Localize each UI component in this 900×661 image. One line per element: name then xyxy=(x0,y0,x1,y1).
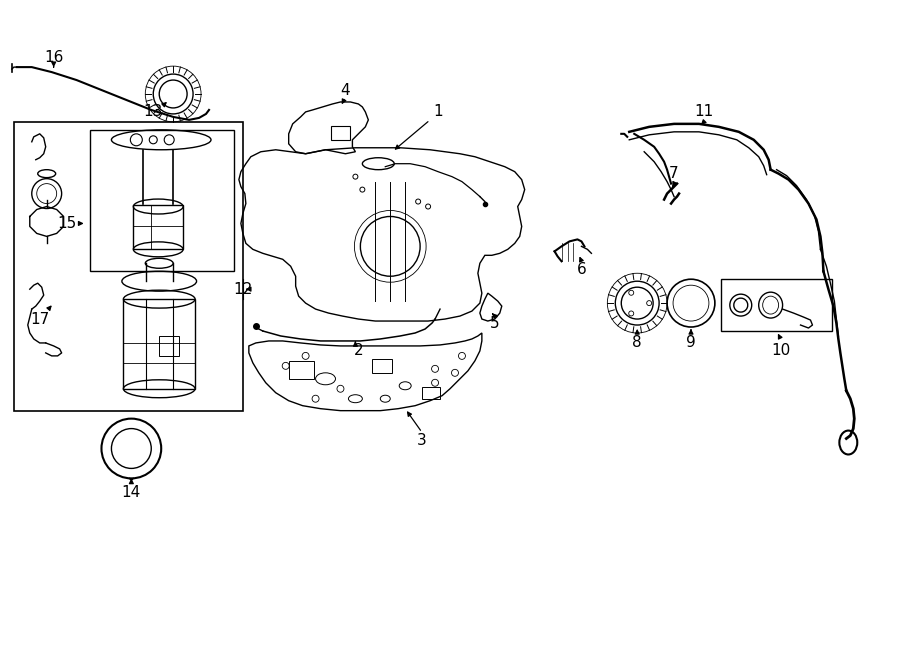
Bar xyxy=(289,361,313,379)
Text: 7: 7 xyxy=(670,166,679,181)
Text: 4: 4 xyxy=(340,83,350,98)
Text: 5: 5 xyxy=(490,315,500,330)
Text: 17: 17 xyxy=(30,311,50,327)
Bar xyxy=(89,130,234,271)
Text: 6: 6 xyxy=(577,262,586,277)
Bar xyxy=(14,122,243,410)
Text: 2: 2 xyxy=(354,344,364,358)
Text: 16: 16 xyxy=(44,50,63,65)
Bar xyxy=(123,299,195,389)
Text: 8: 8 xyxy=(633,335,642,350)
Text: 10: 10 xyxy=(771,344,790,358)
Text: 3: 3 xyxy=(418,433,427,448)
Bar xyxy=(721,279,833,331)
Bar xyxy=(133,204,183,249)
Text: 15: 15 xyxy=(57,216,76,231)
Text: 12: 12 xyxy=(233,282,253,297)
Bar xyxy=(159,336,179,356)
Text: 9: 9 xyxy=(686,335,696,350)
Bar xyxy=(422,387,440,399)
Bar xyxy=(330,126,350,140)
Text: 14: 14 xyxy=(122,485,141,500)
Bar xyxy=(373,359,392,373)
Text: 11: 11 xyxy=(694,104,714,120)
Text: 13: 13 xyxy=(144,104,163,120)
Text: 1: 1 xyxy=(433,104,443,120)
